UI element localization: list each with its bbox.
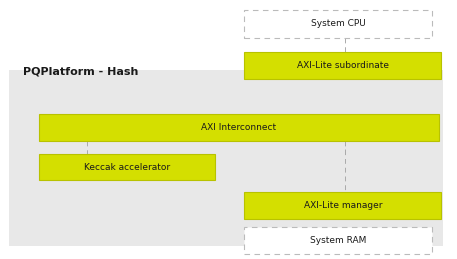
Text: System RAM: System RAM — [310, 236, 367, 245]
Text: PQPlatform - Hash: PQPlatform - Hash — [23, 66, 138, 76]
Text: AXI-Lite manager: AXI-Lite manager — [303, 201, 382, 210]
Bar — [9, 70, 443, 246]
Bar — [244, 10, 432, 38]
Text: AXI-Lite subordinate: AXI-Lite subordinate — [297, 61, 389, 70]
Bar — [39, 114, 439, 141]
Text: AXI Interconnect: AXI Interconnect — [201, 123, 276, 132]
Bar — [244, 192, 441, 219]
Text: System CPU: System CPU — [311, 19, 366, 28]
Bar — [244, 52, 441, 79]
Text: Keccak accelerator: Keccak accelerator — [84, 163, 170, 171]
Bar — [39, 154, 215, 180]
Bar — [244, 227, 432, 254]
